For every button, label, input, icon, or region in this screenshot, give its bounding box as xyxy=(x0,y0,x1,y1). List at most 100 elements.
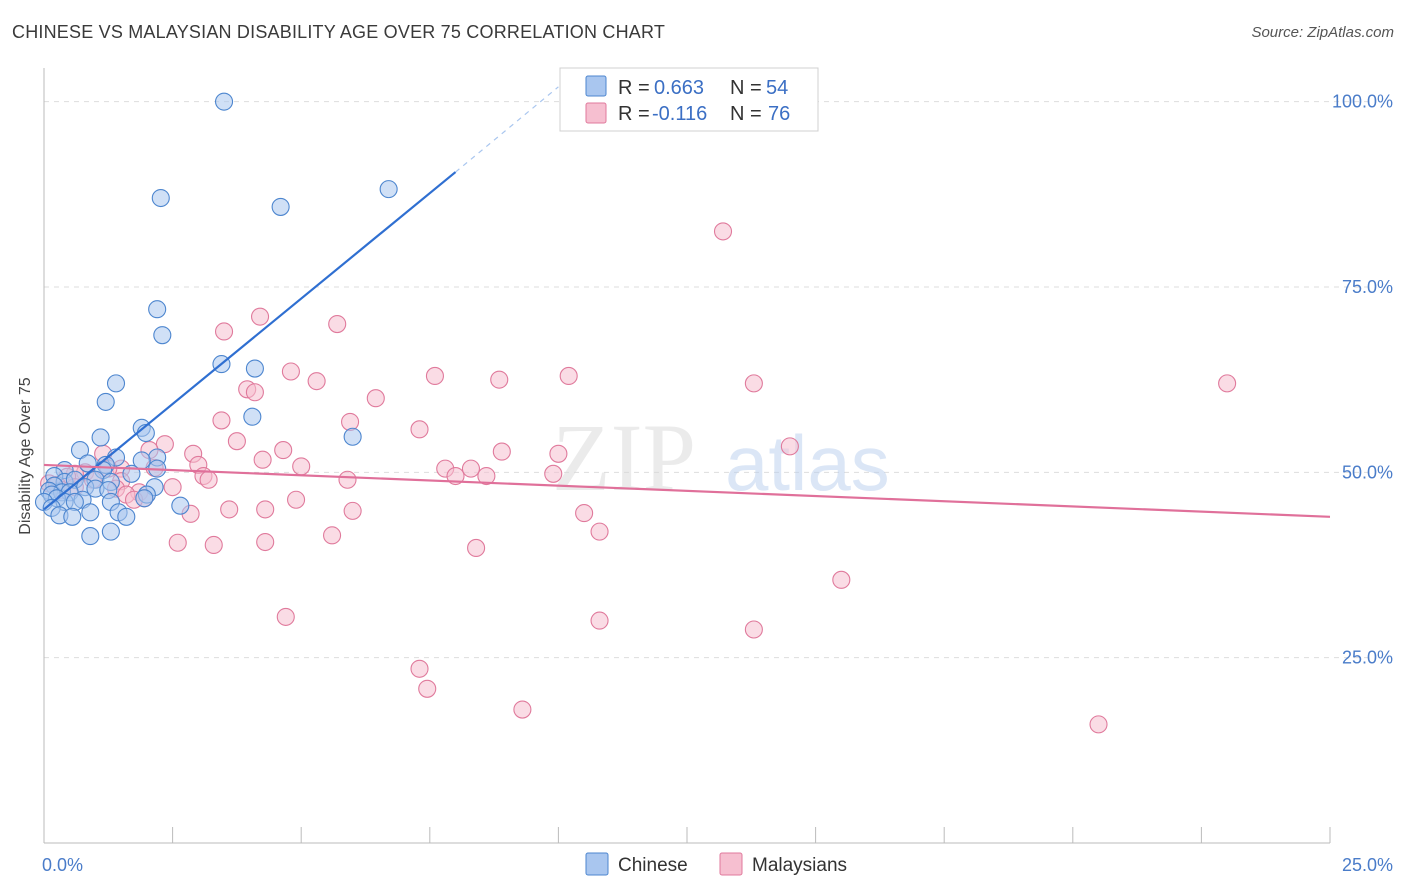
malaysians-point-44 xyxy=(338,470,357,489)
malaysians-point-65 xyxy=(256,532,275,552)
malaysians-point-36 xyxy=(544,464,563,483)
chinese-point-8 xyxy=(106,374,126,393)
axes xyxy=(43,68,1331,844)
stats-legend: R = 0.663 N = 54 R = -0.116 N = 76 xyxy=(559,67,819,132)
malaysians-point-72 xyxy=(418,679,437,698)
legend-chinese-swatch xyxy=(585,75,607,97)
malaysians-point-28 xyxy=(292,457,311,476)
malaysians-point-31 xyxy=(461,459,481,478)
chinese-point-43 xyxy=(65,492,84,512)
malaysians-point-10 xyxy=(1218,374,1237,393)
y-tick-label-2: 75.0% xyxy=(1342,277,1393,297)
legend-r-value-2: -0.116 xyxy=(652,103,707,125)
chinese-point-47 xyxy=(171,496,190,515)
malaysians-point-63 xyxy=(168,533,187,552)
chinese-point-2 xyxy=(271,197,290,216)
legend-n-value-2: 76 xyxy=(768,103,790,125)
bottom-legend-chinese-swatch xyxy=(585,852,609,876)
malaysians-point-40 xyxy=(199,470,218,489)
legend-n-label-1: N = xyxy=(730,77,762,99)
malaysians-point-12 xyxy=(245,383,264,402)
chinese-point-13 xyxy=(343,427,362,446)
legend-r-value-1: 0.663 xyxy=(654,77,704,99)
malaysians-point-16 xyxy=(410,420,429,439)
chinese-point-55 xyxy=(81,527,100,546)
malaysians-point-38 xyxy=(477,466,496,486)
source-label: Source: ZipAtlas.com xyxy=(1251,24,1394,41)
x-tick-label-0: 0.0% xyxy=(42,855,83,875)
malaysians-point-59 xyxy=(575,504,594,523)
malaysians-point-13 xyxy=(366,389,385,408)
malaysians-point-8 xyxy=(490,370,509,389)
legend-n-value-1: 54 xyxy=(766,77,788,99)
chinese-point-51 xyxy=(117,507,136,526)
series-legend: Chinese Malaysians xyxy=(585,852,847,876)
malaysians-point-0 xyxy=(713,222,733,241)
malaysians-point-2 xyxy=(328,315,347,334)
malaysians-point-55 xyxy=(287,490,306,509)
bottom-legend-malaysians-swatch xyxy=(719,852,743,876)
x-tick-labels: 0.0% 25.0% xyxy=(42,855,1393,875)
chinese-point-49 xyxy=(81,503,100,522)
chinese-point-0 xyxy=(214,92,234,111)
y-tick-label-0: 25.0% xyxy=(1342,648,1393,668)
malaysians-point-4 xyxy=(281,362,300,381)
malaysians-point-48 xyxy=(163,478,182,497)
legend-r-label-2: R = xyxy=(618,103,650,125)
chinese-trend-extension xyxy=(455,86,559,173)
y-tick-label-3: 100.0% xyxy=(1332,92,1393,112)
malaysians-point-68 xyxy=(276,607,295,626)
malaysians-point-17 xyxy=(227,432,246,451)
chinese-point-53 xyxy=(63,507,82,526)
y-tick-labels: 25.0% 50.0% 75.0% 100.0% xyxy=(1332,92,1393,668)
malaysians-point-67 xyxy=(832,570,851,589)
malaysians-point-62 xyxy=(323,526,342,545)
malaysians-point-9 xyxy=(744,374,763,393)
watermark: ZIP atlas xyxy=(552,404,890,511)
malaysians-point-26 xyxy=(549,444,568,463)
malaysians-point-19 xyxy=(780,437,799,456)
watermark-zip: ZIP xyxy=(552,404,696,511)
bottom-legend-malaysians: Malaysians xyxy=(752,855,847,876)
malaysians-point-15 xyxy=(341,412,360,431)
trend-lines xyxy=(43,86,1331,518)
malaysians-point-6 xyxy=(559,366,578,386)
malaysians-point-25 xyxy=(253,450,272,469)
malaysians-point-21 xyxy=(492,442,511,461)
malaysians-point-3 xyxy=(214,322,234,341)
malaysians-point-14 xyxy=(212,411,231,430)
malaysians-point-74 xyxy=(1089,715,1108,734)
malaysians-point-61 xyxy=(590,522,609,541)
chinese-point-3 xyxy=(379,180,398,199)
malaysians-point-58 xyxy=(343,501,362,520)
malaysians-point-66 xyxy=(467,538,486,557)
chinese-trend-line xyxy=(43,171,457,511)
malaysians-point-73 xyxy=(513,700,532,719)
bottom-legend-chinese: Chinese xyxy=(618,855,688,876)
chinese-point-4 xyxy=(148,300,167,319)
chinese-point-15 xyxy=(70,441,90,460)
chart-title: CHINESE VS MALAYSIAN DISABILITY AGE OVER… xyxy=(12,22,666,42)
malaysians-point-71 xyxy=(410,659,429,678)
malaysians-trend-line xyxy=(43,463,1331,518)
chinese-point-46 xyxy=(135,489,154,508)
legend-r-label-1: R = xyxy=(618,77,650,99)
malaysians-point-70 xyxy=(744,620,763,639)
chinese-point-1 xyxy=(151,188,170,208)
legend-malaysians-swatch xyxy=(585,102,607,124)
y-tick-label-1: 50.0% xyxy=(1342,462,1393,482)
chinese-point-54 xyxy=(101,522,120,541)
x-tick-label-1: 25.0% xyxy=(1342,855,1393,875)
malaysians-point-18 xyxy=(155,435,174,454)
malaysians-point-57 xyxy=(256,500,275,519)
watermark-atlas: atlas xyxy=(725,419,890,507)
chinese-point-7 xyxy=(245,359,264,378)
chinese-point-10 xyxy=(243,407,262,426)
chinese-point-9 xyxy=(96,392,115,411)
chinese-point-14 xyxy=(91,428,110,447)
malaysians-point-64 xyxy=(204,535,223,555)
malaysians-point-1 xyxy=(250,307,270,326)
malaysians-point-7 xyxy=(307,372,326,391)
malaysians-point-69 xyxy=(590,611,609,630)
